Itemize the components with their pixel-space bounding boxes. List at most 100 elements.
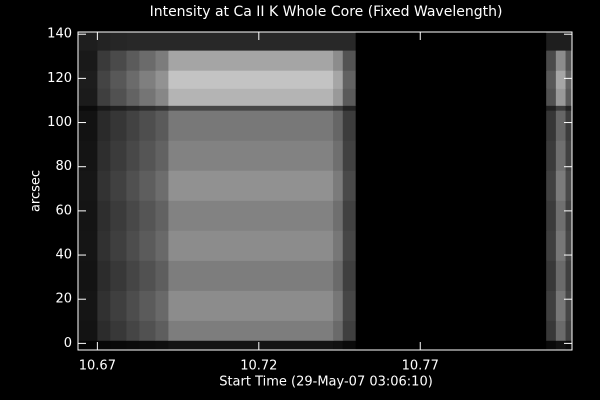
cell [155,200,169,231]
cell [168,340,334,351]
cell [168,140,334,171]
cell [78,340,98,351]
cell [333,50,344,71]
cell [126,290,140,321]
cell [333,260,344,291]
cell [139,32,156,51]
y-tick-label: 20 [55,292,72,307]
cell [168,290,334,321]
cell [333,290,344,321]
cell [110,70,127,89]
cell [565,340,573,351]
x-axis-label: Start Time (29-May-07 03:06:10) [219,375,433,390]
cell [333,230,344,261]
cell [333,32,344,51]
cell [110,290,127,321]
cell [110,340,127,351]
cell [155,230,169,261]
cell [333,170,344,201]
cell [97,105,111,111]
cell [155,70,169,89]
cell [110,32,127,51]
cell [97,50,111,71]
cell [546,105,557,111]
cell [155,340,169,351]
cell [546,88,557,106]
cell [555,260,567,291]
cell [97,88,111,106]
cell [565,140,573,171]
cell [78,70,98,89]
cell [97,230,111,261]
cell [342,70,357,89]
cell [126,260,140,291]
cell [78,88,98,106]
cell [546,140,557,171]
cell [97,32,111,51]
cell [155,320,169,341]
cell [97,200,111,231]
cell [168,200,334,231]
cell [78,230,98,261]
cell [342,290,357,321]
cell [565,230,573,261]
cell [342,50,357,71]
cell [546,320,557,341]
cell [546,230,557,261]
cell [126,70,140,89]
cell [546,32,557,51]
cell [97,320,111,341]
y-tick-label: 120 [47,71,72,86]
cell [78,260,98,291]
y-tick-label: 80 [55,159,72,174]
cell [555,70,567,89]
cell [342,110,357,141]
cell [168,88,334,106]
cell [78,32,98,51]
cell [546,170,557,201]
cell [110,320,127,341]
cell [110,200,127,231]
cell [333,110,344,141]
cell [97,140,111,171]
cell [126,105,140,111]
cell [555,200,567,231]
cell [355,32,547,51]
y-tick-label: 60 [55,203,72,218]
cell [168,260,334,291]
cell [546,260,557,291]
cell [333,105,344,111]
cell [342,105,357,111]
cell [97,170,111,201]
cell [555,105,567,111]
cell [78,200,98,231]
image [78,32,573,351]
cell [342,340,357,351]
cell [139,340,156,351]
cell [78,140,98,171]
cell [110,170,127,201]
cell [155,32,169,51]
cell [355,200,547,231]
cell [342,200,357,231]
cell [139,260,156,291]
cell [155,140,169,171]
cell [333,320,344,341]
cell [110,260,127,291]
cell [333,140,344,171]
cell [155,105,169,111]
cell [565,320,573,341]
cell [333,200,344,231]
cell [565,170,573,201]
cell [78,50,98,71]
cell [126,320,140,341]
cell [126,170,140,201]
cell [139,230,156,261]
cell [155,110,169,141]
cell [555,110,567,141]
cell [355,50,547,71]
cell [168,50,334,71]
cell [139,50,156,71]
cell [126,32,140,51]
cell [355,105,547,111]
